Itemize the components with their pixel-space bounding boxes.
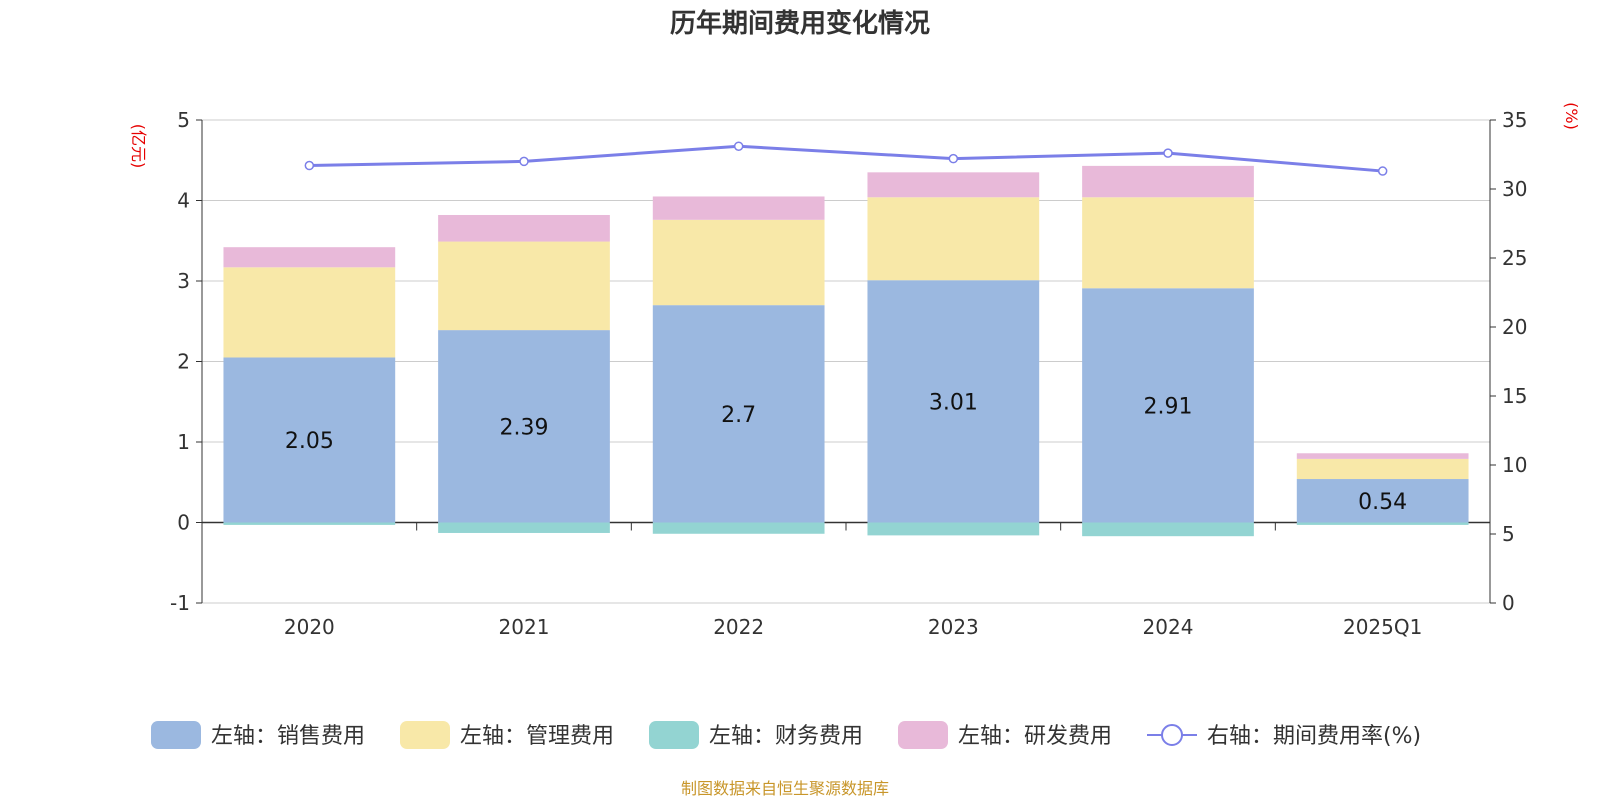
bar-segment <box>652 305 825 523</box>
legend-item[interactable]: 右轴：期间费用率(%) <box>1147 724 1421 749</box>
y-right-tick-label: 35 <box>1502 108 1527 132</box>
bar-segment <box>1082 522 1254 537</box>
legend-item[interactable]: 左轴：管理费用 <box>400 721 614 749</box>
bar-segment <box>223 357 396 523</box>
y-right-tick-label: 10 <box>1502 453 1527 477</box>
bar-segment <box>1082 288 1254 523</box>
x-tick-label: 2021 <box>499 615 550 639</box>
bars <box>223 165 1469 537</box>
bar-segment <box>652 196 825 220</box>
y-right-tick-label: 15 <box>1502 384 1527 408</box>
legend-label: 左轴：销售费用 <box>211 724 365 749</box>
legend-swatch <box>649 721 699 749</box>
rate-line <box>304 141 1388 176</box>
bar-segment <box>1296 458 1469 480</box>
source-note: 制图数据来自恒生聚源数据库 <box>681 779 889 798</box>
data-label: 0.54 <box>1358 490 1407 515</box>
bar-segment <box>1082 165 1254 198</box>
bar-segment <box>438 522 610 533</box>
x-tick-label: 2020 <box>284 615 335 639</box>
bar-segment <box>1296 522 1469 525</box>
y-left-tick-label: 0 <box>177 511 190 535</box>
y-right-unit: (%) <box>1562 102 1581 130</box>
rate-point <box>519 156 529 167</box>
y-right-tick-label: 20 <box>1502 315 1527 339</box>
y-left-tick-label: 5 <box>177 108 190 132</box>
legend-swatch <box>400 721 450 749</box>
legend-item[interactable]: 左轴：销售费用 <box>151 721 365 749</box>
data-label: 3.01 <box>929 390 978 415</box>
y-left-tick-label: 1 <box>177 430 190 454</box>
rate-line-path <box>309 144 1383 173</box>
y-left-tick-label: 3 <box>177 269 190 293</box>
y-right-tick-label: 5 <box>1502 522 1515 546</box>
axes: -1 0 1 2 3 4 5 0 5 10 15 20 25 30 35 (亿元) (%) 2020 2021 202… <box>129 102 1581 639</box>
legend-marker-swatch <box>1161 724 1183 746</box>
data-labels: 2.05 2.39 2.7 3.01 2.91 0.54 <box>285 390 1407 514</box>
bar-segment <box>438 241 610 331</box>
x-tick-label: 2025Q1 <box>1343 615 1422 639</box>
bar-segment <box>438 330 610 523</box>
x-tick-label: 2022 <box>713 615 764 639</box>
legend-label: 右轴：期间费用率(%) <box>1207 724 1421 749</box>
bar-segment <box>1296 479 1469 523</box>
rate-point <box>1163 148 1173 158</box>
data-label: 2.05 <box>285 429 334 454</box>
bar-segment <box>867 522 1040 536</box>
legend-item[interactable]: 左轴：财务费用 <box>649 721 863 749</box>
rate-point <box>1377 166 1388 176</box>
rate-point <box>948 153 959 164</box>
y-left-tick-label: -1 <box>170 591 190 615</box>
legend-item[interactable]: 左轴：研发费用 <box>898 721 1112 749</box>
bar-segment <box>652 219 825 306</box>
legend[interactable]: 左轴：销售费用 左轴：管理费用 左轴：财务费用 左轴：研发费用 右轴：期间费用率(%) <box>151 721 1421 749</box>
legend-label: 左轴：研发费用 <box>958 724 1112 749</box>
y-left-tick-label: 2 <box>177 350 190 374</box>
bar-segment <box>438 214 610 242</box>
bar-segment <box>867 280 1040 523</box>
data-label: 2.91 <box>1144 394 1193 419</box>
bar-segment <box>652 522 825 534</box>
rate-point <box>733 141 744 151</box>
bar-segment <box>867 172 1040 198</box>
x-tick-label: 2024 <box>1143 615 1194 639</box>
data-label: 2.39 <box>500 415 549 440</box>
x-tick-label: 2023 <box>928 615 979 639</box>
y-left-unit: (亿元) <box>129 124 148 169</box>
y-left-tick-label: 4 <box>177 189 190 213</box>
data-label: 2.7 <box>721 403 756 428</box>
bar-segment <box>867 197 1040 281</box>
legend-label: 左轴：财务费用 <box>709 724 863 749</box>
bar-segment <box>223 522 396 525</box>
y-right-tick-label: 25 <box>1502 246 1527 270</box>
legend-swatch <box>898 721 948 749</box>
rate-point <box>304 160 315 171</box>
bar-segment <box>1082 197 1254 289</box>
legend-label: 左轴：管理费用 <box>460 724 614 749</box>
bar-segment <box>223 247 396 268</box>
y-right-tick-label: 30 <box>1502 177 1527 201</box>
bar-segment <box>223 267 396 358</box>
legend-swatch <box>151 721 201 749</box>
bar-segment <box>1296 453 1469 459</box>
chart-title: 历年期间费用变化情况 <box>670 8 930 39</box>
y-right-tick-label: 0 <box>1502 591 1515 615</box>
